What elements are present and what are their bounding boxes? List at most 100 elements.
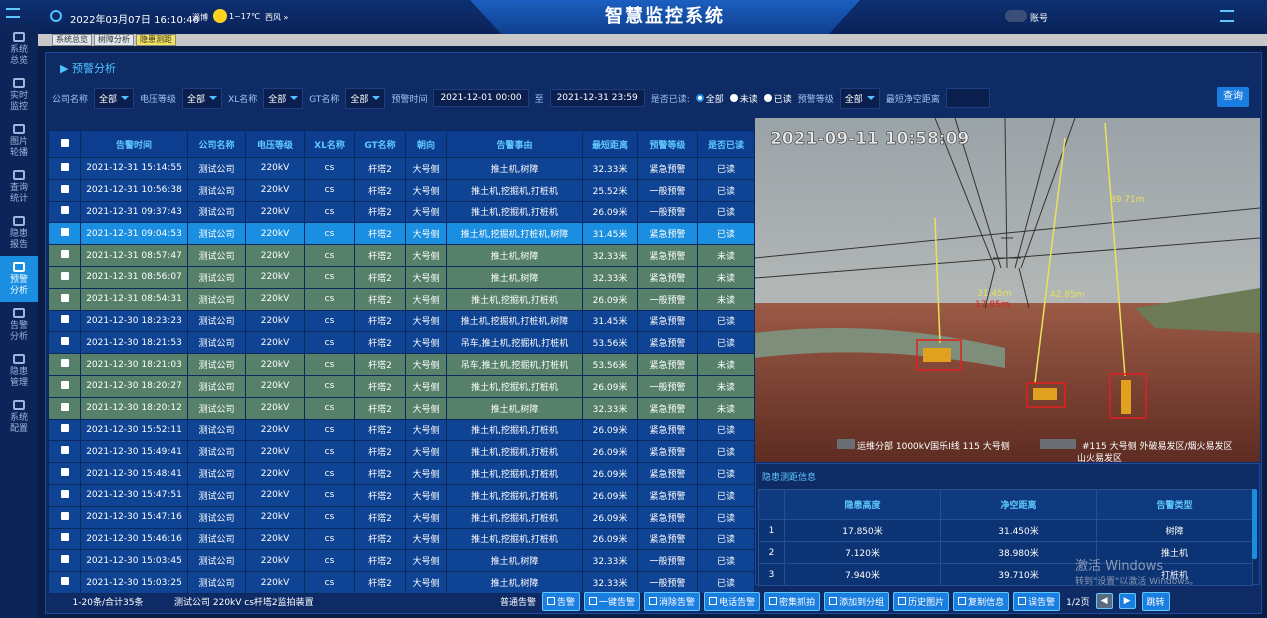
cell: 紧急预警 xyxy=(637,483,698,507)
select[interactable]: 全部 xyxy=(345,87,386,109)
table-row[interactable]: 2021-12-30 15:52:11 测试公司 220kV cs 杆塔2 大号侧 推土机,… xyxy=(48,418,755,442)
prev-button[interactable]: ◀ xyxy=(1095,593,1113,609)
table-row[interactable]: 2021-12-30 18:20:12 测试公司 220kV cs 杆塔2 大号侧 推土机,… xyxy=(48,396,755,420)
cell: 测试公司 xyxy=(187,222,246,246)
checkbox[interactable] xyxy=(60,138,69,147)
table-row[interactable]: 2021-12-30 18:20:27 测试公司 220kV cs 杆塔2 大号侧 推土机,… xyxy=(48,374,755,398)
sidebar-item[interactable]: 图片轮播 xyxy=(0,118,38,164)
sidebar-item[interactable]: 预警分析 xyxy=(0,256,38,302)
list-icon[interactable] xyxy=(1220,10,1234,22)
cell: cs xyxy=(304,571,355,594)
table-row[interactable]: 2021-12-31 08:54:31 测试公司 220kV cs 杆塔2 大号侧 推土机,… xyxy=(48,287,755,311)
sidebar-item[interactable]: 隐患报告 xyxy=(0,210,38,256)
checkbox[interactable] xyxy=(60,250,69,259)
checkbox[interactable] xyxy=(60,162,69,171)
date-input[interactable]: 2021-12-31 23:59 xyxy=(549,89,645,107)
radio[interactable]: 未读 xyxy=(729,92,758,105)
checkbox[interactable] xyxy=(60,293,69,302)
checkbox[interactable] xyxy=(60,446,69,455)
checkbox[interactable] xyxy=(60,468,69,477)
table-row[interactable]: 2021-12-30 15:47:16 测试公司 220kV cs 杆塔2 大号侧 推土机,… xyxy=(48,505,755,529)
checkbox[interactable] xyxy=(60,511,69,520)
table-row[interactable]: 2021-12-31 08:57:47 测试公司 220kV cs 杆塔2 大号侧 推土机,… xyxy=(48,244,755,267)
table-row[interactable]: 2021-12-30 15:03:45 测试公司 220kV cs 杆塔2 大号侧 推土机,… xyxy=(48,549,755,573)
action-button[interactable]: 一键告警 xyxy=(584,591,641,611)
cell: 测试公司 xyxy=(187,244,246,267)
checkbox[interactable] xyxy=(60,184,69,193)
checkbox[interactable] xyxy=(60,402,69,411)
checkbox[interactable] xyxy=(60,533,69,542)
action-button[interactable]: 复制信息 xyxy=(953,591,1010,611)
cell: 推土机,挖掘机,打桩机 xyxy=(446,418,583,442)
select[interactable]: 全部 xyxy=(94,87,135,109)
jump-button[interactable]: 跳转 xyxy=(1141,591,1170,611)
sidebar-item[interactable]: 系统配置 xyxy=(0,394,38,440)
tab[interactable]: 系统总览 xyxy=(52,34,92,46)
city: 淄博 xyxy=(192,13,208,22)
next-button[interactable]: ▶ xyxy=(1118,593,1136,609)
select[interactable]: 全部 xyxy=(182,87,223,109)
cell: cs xyxy=(304,462,355,485)
radio[interactable]: 全部 xyxy=(695,92,724,105)
cell: 推土机,树障 xyxy=(446,244,583,267)
checkbox[interactable] xyxy=(60,424,69,433)
table-row[interactable]: 2021-12-31 15:14:55 测试公司 220kV cs 杆塔2 大号侧 推土机,… xyxy=(48,157,755,180)
query-button[interactable]: 查询 xyxy=(1217,87,1249,107)
action-button[interactable]: 电话告警 xyxy=(704,591,761,611)
cell: 大号侧 xyxy=(405,396,447,420)
checkbox[interactable] xyxy=(60,228,69,237)
table-row[interactable]: 2021-12-31 08:56:07 测试公司 220kV cs 杆塔2 大号侧 推土机,… xyxy=(48,265,755,289)
table-row[interactable]: 2021-12-30 18:21:03 测试公司 220kV cs 杆塔2 大号侧 吊车,推… xyxy=(48,353,755,376)
table-row[interactable]: 2021-12-31 10:56:38 测试公司 220kV cs 杆塔2 大号侧 推土机,… xyxy=(48,178,755,202)
table-row[interactable]: 2021-12-31 09:04:53 测试公司 220kV cs 杆塔2 大号侧 推土机,… xyxy=(48,222,755,246)
checkbox[interactable] xyxy=(60,380,69,389)
cell: 紧急预警 xyxy=(637,353,698,376)
table-row[interactable]: 2021-12-30 18:21:53 测试公司 220kV cs 杆塔2 大号侧 吊车,推… xyxy=(48,331,755,355)
date-input[interactable]: 2021-12-01 00:00 xyxy=(433,89,529,107)
action-button[interactable]: 消除告警 xyxy=(644,591,701,611)
checkbox[interactable] xyxy=(60,577,69,586)
account[interactable]: 账号 xyxy=(1030,14,1049,24)
button-label: 密集抓拍 xyxy=(779,597,816,608)
checkbox[interactable] xyxy=(60,359,69,368)
sidebar-label: 实时监控 xyxy=(9,90,28,112)
select[interactable]: 全部 xyxy=(263,87,304,109)
radio[interactable]: 已读 xyxy=(763,92,792,105)
table-row[interactable]: 2021-12-30 15:48:41 测试公司 220kV cs 杆塔2 大号侧 推土机,… xyxy=(48,462,755,485)
action-button[interactable]: 告警 xyxy=(542,591,581,611)
sidebar-item[interactable]: 系统总览 xyxy=(0,26,38,72)
checkbox[interactable] xyxy=(60,271,69,280)
distance-input[interactable] xyxy=(945,88,990,108)
scrollbar[interactable] xyxy=(1252,489,1257,559)
action-button[interactable]: 添加到分组 xyxy=(824,591,890,611)
menu-icon[interactable] xyxy=(6,8,20,18)
action-button[interactable]: 密集抓拍 xyxy=(764,591,821,611)
alarm-type[interactable]: 普通告警 xyxy=(500,597,537,608)
table-row[interactable]: 2021-12-30 15:03:25 测试公司 220kV cs 杆塔2 大号侧 推土机,… xyxy=(48,571,755,594)
table-row[interactable]: 2021-12-30 15:49:41 测试公司 220kV cs 杆塔2 大号侧 推土机,… xyxy=(48,440,755,464)
cell: 220kV xyxy=(245,440,305,464)
tab[interactable]: 隐患测距 xyxy=(136,34,176,46)
action-button[interactable]: 历史图片 xyxy=(893,591,950,611)
info-title: 隐患测距信息 xyxy=(762,473,817,483)
table-row[interactable]: 2021-12-31 09:37:43 测试公司 220kV cs 杆塔2 大号侧 推土机,… xyxy=(48,200,755,224)
checkbox[interactable] xyxy=(60,206,69,215)
table-row[interactable]: 2021-12-30 15:47:51 测试公司 220kV cs 杆塔2 大号侧 推土机,… xyxy=(48,483,755,507)
select[interactable]: 全部 xyxy=(839,87,880,109)
checkbox[interactable] xyxy=(60,555,69,564)
checkbox[interactable] xyxy=(60,315,69,324)
cell: 杆塔2 xyxy=(354,200,406,224)
sidebar-item[interactable]: 查询统计 xyxy=(0,164,38,210)
sidebar-item[interactable]: 告警分析 xyxy=(0,302,38,348)
cell: 3 xyxy=(758,563,785,586)
action-button[interactable]: 误告警 xyxy=(1013,591,1061,611)
checkbox[interactable] xyxy=(60,337,69,346)
cell: 未读 xyxy=(697,396,755,420)
sidebar-item[interactable]: 实时监控 xyxy=(0,72,38,118)
table-row[interactable]: 2021-12-30 15:46:16 测试公司 220kV cs 杆塔2 大号侧 推土机,… xyxy=(48,527,755,551)
sidebar-item[interactable]: 隐患管理 xyxy=(0,348,38,394)
checkbox[interactable] xyxy=(60,489,69,498)
tab[interactable]: 树障分析 xyxy=(94,34,134,46)
table-row[interactable]: 2021-12-30 18:23:23 测试公司 220kV cs 杆塔2 大号侧 推土机,… xyxy=(48,309,755,333)
cell: 大号侧 xyxy=(405,157,447,180)
